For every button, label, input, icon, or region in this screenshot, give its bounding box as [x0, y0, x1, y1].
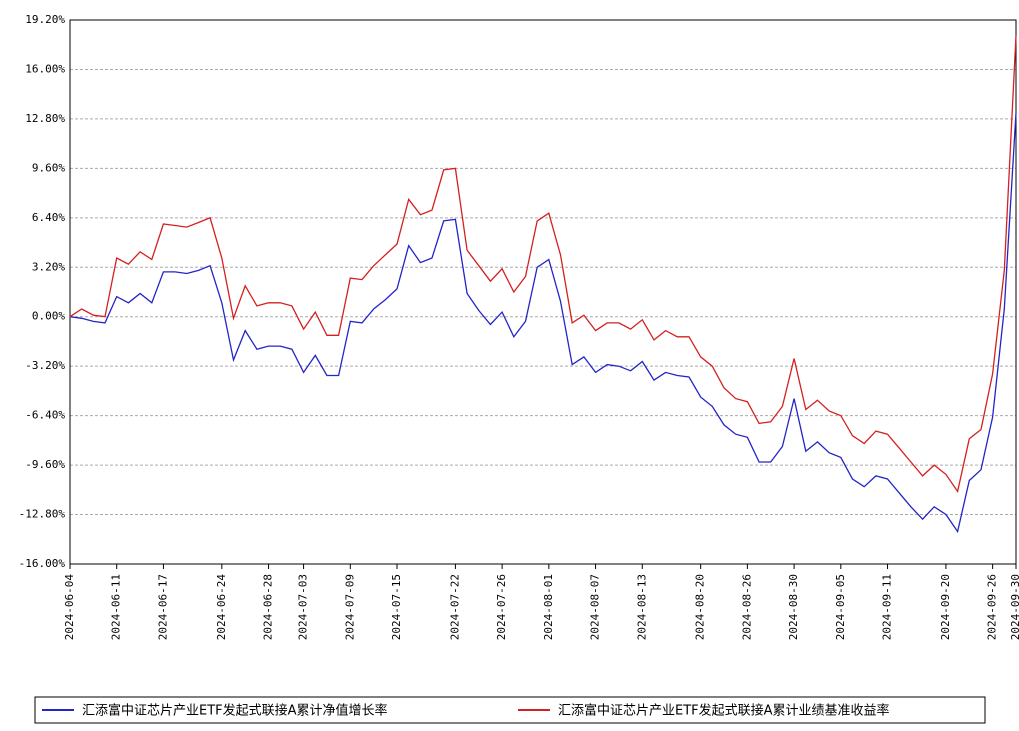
x-tick-label: 2024-06-28: [262, 574, 275, 640]
x-tick-label: 2024-09-05: [834, 574, 847, 640]
y-tick-label: 3.20%: [32, 260, 65, 273]
x-tick-label: 2024-07-03: [297, 574, 310, 640]
y-tick-label: 6.40%: [32, 211, 65, 224]
y-tick-label: -3.20%: [25, 359, 65, 372]
x-tick-label: 2024-08-30: [787, 574, 800, 640]
x-tick-label: 2024-06-11: [110, 574, 123, 640]
y-tick-label: -9.60%: [25, 458, 65, 471]
y-tick-label: 19.20%: [25, 13, 65, 26]
y-tick-label: 16.00%: [25, 62, 65, 75]
x-tick-label: 2024-09-11: [881, 574, 894, 640]
y-tick-label: -16.00%: [19, 557, 66, 570]
x-tick-label: 2024-07-22: [448, 574, 461, 640]
x-tick-label: 2024-08-01: [542, 574, 555, 640]
plot-frame: [69, 19, 1017, 565]
x-tick-label: 2024-06-24: [215, 574, 228, 641]
x-tick-label: 2024-09-30: [1009, 574, 1019, 640]
y-tick-label: 9.60%: [32, 161, 65, 174]
x-tick-label: 2024-07-15: [390, 574, 403, 640]
x-tick-label: 2024-08-20: [694, 574, 707, 640]
x-tick-label: 2024-09-26: [986, 574, 999, 640]
x-tick-label: 2024-08-07: [589, 574, 602, 640]
legend-label: 汇添富中证芯片产业ETF发起式联接A累计业绩基准收益率: [558, 703, 890, 719]
x-tick-label: 2024-06-17: [156, 574, 169, 640]
y-tick-label: -6.40%: [25, 409, 65, 422]
y-tick-label: 12.80%: [25, 112, 65, 125]
series-line: [69, 35, 1017, 493]
x-tick-label: 2024-06-04: [63, 574, 76, 641]
x-tick-label: 2024-09-20: [939, 574, 952, 640]
x-tick-label: 2024-08-26: [740, 574, 753, 640]
y-tick-label: 0.00%: [32, 310, 65, 323]
legend: 汇添富中证芯片产业ETF发起式联接A累计净值增长率 汇添富中证芯片产业ETF发起式…: [34, 696, 986, 724]
y-tick-label: -12.80%: [19, 508, 66, 521]
legend-box: [34, 696, 986, 724]
x-tick-label: 2024-08-13: [635, 574, 648, 640]
x-tick-label: 2024-07-26: [495, 574, 508, 640]
series-line: [69, 112, 1017, 534]
x-tick-label: 2024-07-09: [343, 574, 356, 640]
legend-label: 汇添富中证芯片产业ETF发起式联接A累计净值增长率: [82, 703, 388, 719]
